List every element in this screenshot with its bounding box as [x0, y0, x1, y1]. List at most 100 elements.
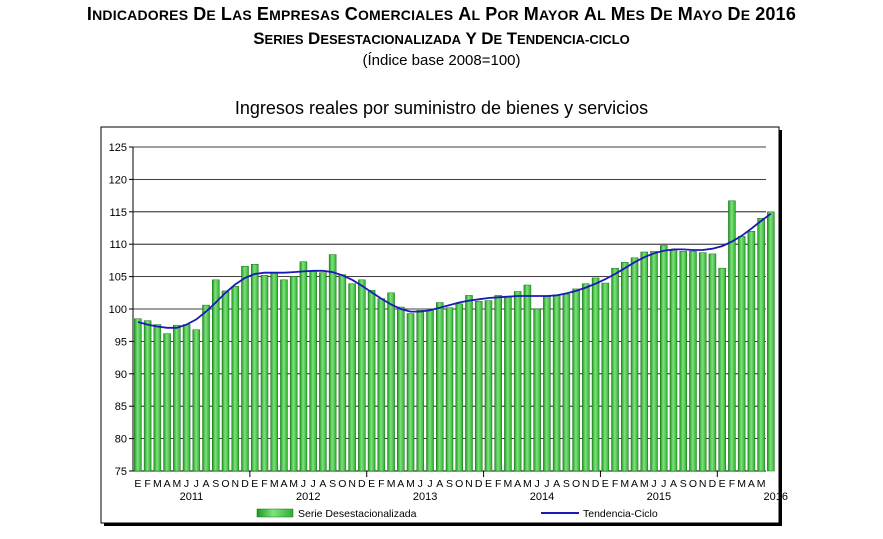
x-tick-label: J — [194, 478, 199, 490]
bar — [504, 296, 512, 472]
x-tick-label: D — [709, 478, 717, 490]
bar — [621, 262, 629, 472]
x-tick-label: E — [368, 478, 375, 490]
bar — [416, 310, 425, 472]
x-tick-label: F — [729, 478, 735, 490]
x-tick-label: O — [221, 478, 229, 490]
x-tick-label: A — [748, 478, 755, 490]
bar — [260, 275, 269, 472]
x-tick-label: J — [427, 478, 432, 490]
year-label: 2011 — [180, 491, 204, 503]
bar — [250, 264, 259, 472]
x-tick-label: J — [535, 478, 540, 490]
bar — [231, 286, 240, 472]
year-label: 2014 — [530, 491, 554, 503]
x-tick-label: A — [203, 478, 210, 490]
x-tick-label: S — [680, 478, 687, 490]
bar — [280, 279, 288, 472]
bar — [698, 252, 707, 472]
x-tick-label: A — [631, 478, 638, 490]
x-tick-label: J — [544, 478, 549, 490]
x-tick-label: F — [144, 478, 150, 490]
bar — [143, 320, 152, 472]
page-subtitle: SERIES DESESTACIONALIZADA Y DE TENDENCIA… — [253, 29, 630, 48]
x-tick-label: J — [184, 478, 189, 490]
x-tick-label: D — [475, 478, 483, 490]
x-tick-label: N — [582, 478, 590, 490]
x-tick-label: O — [455, 478, 463, 490]
bar — [436, 302, 444, 472]
bar — [591, 277, 600, 472]
bar — [221, 290, 230, 472]
bar — [465, 295, 473, 472]
bar — [552, 294, 561, 472]
x-tick-label: O — [572, 478, 580, 490]
bar — [718, 267, 726, 472]
x-tick-label: N — [231, 478, 239, 490]
x-tick-label: S — [329, 478, 336, 490]
bar — [611, 267, 619, 472]
bar — [153, 324, 162, 472]
x-tick-label: F — [495, 478, 501, 490]
year-label: 2013 — [413, 491, 437, 503]
bar — [533, 308, 541, 472]
bar — [348, 283, 356, 472]
y-tick-label: 115 — [109, 207, 127, 219]
x-tick-label: J — [418, 478, 423, 490]
bar — [397, 306, 405, 472]
bar — [523, 284, 532, 472]
x-tick-label: D — [241, 478, 249, 490]
bar — [630, 257, 639, 472]
year-label: 2012 — [296, 491, 320, 503]
bar — [377, 298, 386, 472]
bar — [708, 253, 717, 472]
x-tick-label: M — [620, 478, 629, 490]
year-label: 2015 — [647, 491, 671, 503]
x-tick-label: N — [465, 478, 473, 490]
x-tick-label: A — [670, 478, 677, 490]
x-tick-label: M — [406, 478, 415, 490]
bar — [426, 310, 434, 472]
x-tick-label: E — [251, 478, 258, 490]
bar — [679, 251, 687, 472]
y-tick-label: 80 — [115, 434, 127, 446]
bar — [669, 250, 678, 472]
bar — [309, 271, 317, 472]
x-tick-label: F — [612, 478, 618, 490]
bar — [689, 251, 697, 472]
bar — [445, 307, 454, 472]
bar — [474, 300, 483, 472]
bar — [767, 211, 775, 472]
x-tick-label: A — [319, 478, 326, 490]
bar — [737, 236, 746, 472]
bar — [484, 300, 493, 472]
x-tick-label: M — [172, 478, 181, 490]
bar — [757, 218, 765, 472]
bar — [319, 272, 327, 472]
x-tick-label: N — [348, 478, 356, 490]
legend-bar-label: Serie Desestacionalizada — [298, 508, 417, 520]
x-tick-label: J — [311, 478, 316, 490]
bar — [747, 230, 756, 472]
page-title: INDICADORES DE LAS EMPRESAS COMERCIALES … — [86, 4, 797, 24]
bar — [299, 261, 308, 472]
x-tick-label: M — [757, 478, 766, 490]
y-tick-label: 110 — [109, 239, 127, 251]
bar — [358, 279, 366, 472]
x-tick-label: A — [553, 478, 560, 490]
bar — [173, 324, 181, 472]
x-tick-label: M — [737, 478, 746, 490]
bar — [270, 272, 278, 472]
x-tick-label: E — [485, 478, 492, 490]
bar — [562, 293, 571, 472]
x-tick-label: J — [661, 478, 666, 490]
bar — [241, 265, 249, 472]
x-tick-label: S — [446, 478, 453, 490]
bar — [640, 251, 649, 472]
bar — [192, 329, 201, 472]
x-tick-label: M — [523, 478, 532, 490]
x-tick-label: M — [289, 478, 298, 490]
x-tick-label: J — [301, 478, 306, 490]
bar — [728, 200, 736, 472]
